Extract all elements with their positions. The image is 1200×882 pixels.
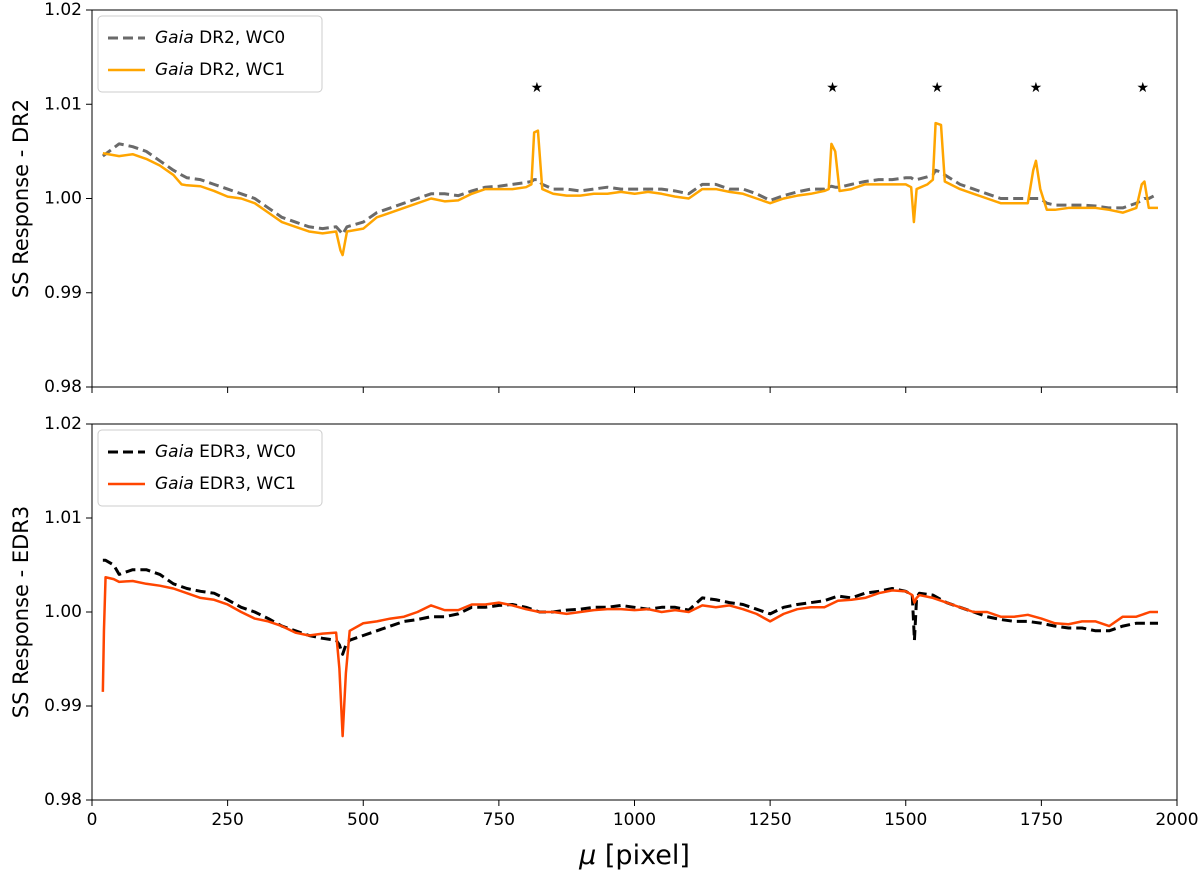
x-tick-label: 1000 <box>613 810 656 830</box>
legend-label: Gaia EDR3, WC0 <box>155 442 296 462</box>
plot-frame <box>91 9 1178 388</box>
annotation: ★ <box>931 80 944 96</box>
y-tick-label: 1.01 <box>44 94 82 114</box>
y-tick-label: 0.98 <box>44 377 82 397</box>
legend-box <box>97 429 323 507</box>
series-line <box>102 121 1159 257</box>
x-tick-label: 1500 <box>884 810 927 830</box>
y-tick-label: 1.02 <box>44 0 82 20</box>
y-tick-label: 0.99 <box>44 696 82 716</box>
x-tick-label: 0 <box>87 810 98 830</box>
x-tick-label: 1250 <box>748 810 791 830</box>
annotation: ★ <box>531 80 544 96</box>
y-tick-label: 0.99 <box>44 283 82 303</box>
annotation: ★ <box>1030 80 1043 96</box>
annotation: ★ <box>1137 80 1150 96</box>
legend-label: Gaia DR2, WC1 <box>155 60 285 80</box>
annotation: ★ <box>826 80 839 96</box>
series-line <box>101 575 1159 738</box>
y-axis-label: SS Response - DR2 <box>9 99 33 298</box>
x-tick-label: 250 <box>211 810 243 830</box>
x-tick-label: 750 <box>483 810 515 830</box>
legend-label: Gaia EDR3, WC1 <box>155 474 296 494</box>
y-tick-label: 0.98 <box>44 790 82 810</box>
series-line <box>101 142 1159 236</box>
y-tick-label: 1.00 <box>44 189 82 209</box>
legend-box <box>97 15 323 93</box>
plot-frame <box>91 423 1178 801</box>
series-line <box>102 558 1159 656</box>
x-axis-label: μ [pixel] <box>578 840 690 871</box>
y-axis-label: SS Response - EDR3 <box>9 506 33 719</box>
y-tick-label: 1.01 <box>44 508 82 528</box>
x-tick-label: 1750 <box>1020 810 1063 830</box>
y-tick-label: 1.02 <box>44 414 82 434</box>
x-tick-label: 2000 <box>1155 810 1198 830</box>
legend-label: Gaia DR2, WC0 <box>155 28 285 48</box>
y-tick-label: 1.00 <box>44 602 82 622</box>
x-tick-label: 500 <box>347 810 379 830</box>
